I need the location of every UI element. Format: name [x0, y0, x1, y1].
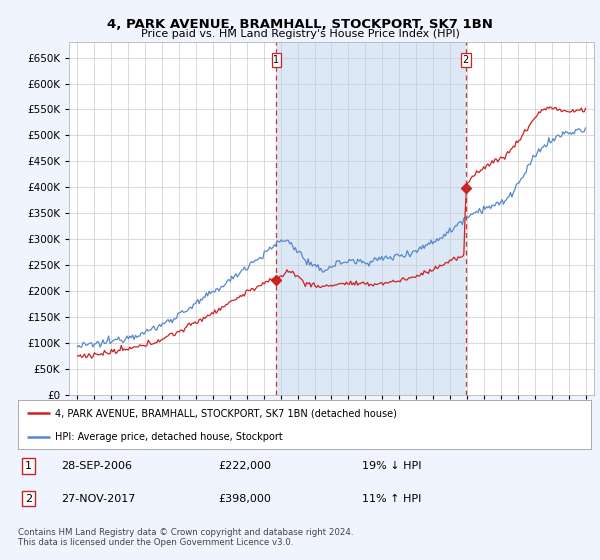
Text: 19% ↓ HPI: 19% ↓ HPI	[362, 461, 421, 472]
Text: 4, PARK AVENUE, BRAMHALL, STOCKPORT, SK7 1BN: 4, PARK AVENUE, BRAMHALL, STOCKPORT, SK7…	[107, 18, 493, 31]
Text: 1: 1	[25, 461, 32, 472]
Text: £222,000: £222,000	[218, 461, 272, 472]
Text: 1: 1	[274, 55, 280, 65]
Text: Contains HM Land Registry data © Crown copyright and database right 2024.
This d: Contains HM Land Registry data © Crown c…	[18, 528, 353, 547]
Text: £398,000: £398,000	[218, 493, 271, 503]
Text: HPI: Average price, detached house, Stockport: HPI: Average price, detached house, Stoc…	[55, 432, 283, 442]
Text: 2: 2	[25, 493, 32, 503]
Bar	[277, 42, 466, 395]
Text: Price paid vs. HM Land Registry's House Price Index (HPI): Price paid vs. HM Land Registry's House …	[140, 29, 460, 39]
Text: 27-NOV-2017: 27-NOV-2017	[61, 493, 136, 503]
Text: 4, PARK AVENUE, BRAMHALL, STOCKPORT, SK7 1BN (detached house): 4, PARK AVENUE, BRAMHALL, STOCKPORT, SK7…	[55, 408, 397, 418]
Text: 28-SEP-2006: 28-SEP-2006	[61, 461, 132, 472]
Text: 2: 2	[463, 55, 469, 65]
Text: 11% ↑ HPI: 11% ↑ HPI	[362, 493, 421, 503]
